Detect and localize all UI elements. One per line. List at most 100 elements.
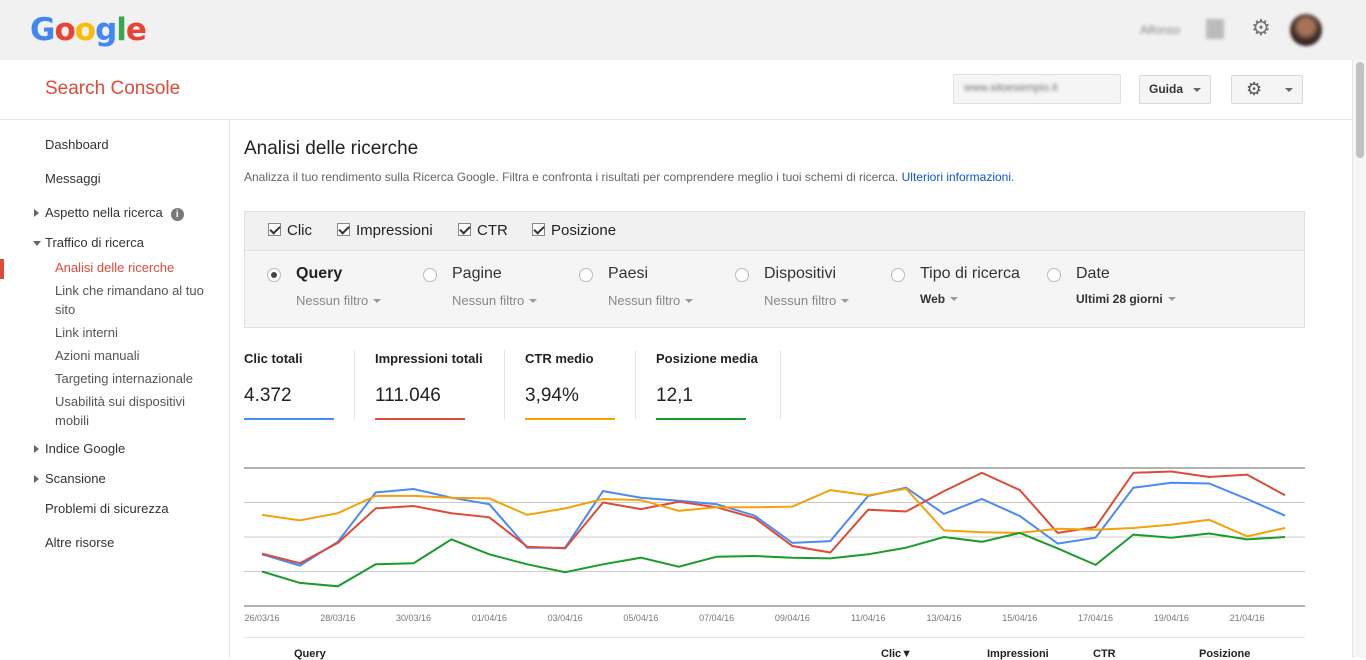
radio-selected-icon[interactable] <box>267 268 281 282</box>
x-tick-label: 07/04/16 <box>699 613 734 623</box>
checkbox-icon <box>458 223 471 236</box>
filter-dropdown[interactable]: Nessun filtro <box>764 293 850 308</box>
page-description: Analizza il tuo rendimento sulla Ricerca… <box>244 170 1014 184</box>
radio-icon[interactable] <box>579 268 593 282</box>
dimension-label: Date <box>1076 265 1110 282</box>
sidebar-item-dashboard[interactable]: Dashboard <box>45 137 109 152</box>
google-topbar: Google Alfonso ⚙ <box>0 0 1366 60</box>
x-tick-label: 11/04/16 <box>851 613 885 623</box>
dimension-label: Dispositivi <box>764 265 837 282</box>
help-button-label: Guida <box>1149 82 1184 96</box>
checkbox-icon <box>268 223 281 236</box>
checkbox-impressioni[interactable]: Impressioni <box>337 222 433 239</box>
x-tick-label: 13/04/16 <box>926 613 961 623</box>
sidebar-item-azioni-manuali[interactable]: Azioni manuali <box>55 348 140 363</box>
user-name[interactable]: Alfonso <box>1140 23 1181 37</box>
sidebar-item-usabilita[interactable]: Usabilità sui dispositivi mobili <box>55 394 186 428</box>
x-tick-label: 15/04/16 <box>1002 613 1037 623</box>
sidebar-item-analisi[interactable]: Analisi delle ricerche <box>55 260 175 275</box>
kpi-divider <box>780 350 781 420</box>
x-tick-label: 19/04/16 <box>1154 613 1189 623</box>
x-tick-label: 01/04/16 <box>472 613 507 623</box>
kpi-label: Posizione media <box>656 351 758 366</box>
filter-dropdown[interactable]: Web <box>920 292 959 306</box>
series-line-ctr[interactable] <box>261 487 1286 538</box>
kpi-label: Impressioni totali <box>375 351 483 366</box>
kpi-divider <box>504 350 505 420</box>
sidebar-item-targeting[interactable]: Targeting internazionale <box>55 371 194 386</box>
kpi-value: 3,94% <box>525 385 579 406</box>
sidebar-item-label: Scansione <box>45 471 106 486</box>
x-tick-label: 03/04/16 <box>548 613 583 623</box>
sidebar: Dashboard Messaggi Aspetto nella ricerca… <box>0 120 230 658</box>
gear-icon[interactable]: ⚙ <box>1251 15 1271 40</box>
chevron-down-icon <box>529 299 538 303</box>
dimension-label: Tipo di ricerca <box>920 265 1020 282</box>
dimension-label: Query <box>296 265 343 282</box>
checkbox-ctr[interactable]: CTR <box>458 222 508 239</box>
chevron-down-icon <box>373 299 382 303</box>
sidebar-item-indice[interactable]: Indice Google <box>34 441 126 456</box>
filter-dropdown[interactable]: Nessun filtro <box>608 293 694 308</box>
radio-icon[interactable] <box>423 268 437 282</box>
filter-dropdown[interactable]: Nessun filtro <box>296 293 382 308</box>
chevron-down-icon <box>1167 297 1176 301</box>
avatar[interactable] <box>1290 14 1322 46</box>
checkbox-label: CTR <box>477 222 508 239</box>
radio-icon[interactable] <box>891 268 905 282</box>
dimension-label: Pagine <box>452 265 502 282</box>
sidebar-item-messaggi[interactable]: Messaggi <box>45 171 101 186</box>
sidebar-item-aspetto[interactable]: Aspetto nella ricerca i <box>34 205 184 221</box>
kpi-value: 111.046 <box>375 385 441 406</box>
radio-icon[interactable] <box>735 268 749 282</box>
sidebar-item-traffico[interactable]: Traffico di ricerca <box>33 235 144 250</box>
scrollbar[interactable] <box>1352 60 1366 658</box>
filter-value: Web <box>920 292 946 306</box>
settings-button[interactable]: ⚙ <box>1231 75 1303 104</box>
scrollbar-thumb[interactable] <box>1356 62 1364 158</box>
site-selector[interactable]: www.sitoesempio.it <box>953 74 1121 104</box>
x-tick-label: 05/04/16 <box>623 613 658 623</box>
sidebar-item-link-interni[interactable]: Link interni <box>55 325 118 340</box>
sidebar-item-label: Aspetto nella ricerca <box>45 205 163 220</box>
sidebar-item-label: Indice Google <box>45 441 126 456</box>
column-header-position[interactable]: Posizione <box>1199 648 1251 660</box>
series-line-clic[interactable] <box>261 481 1286 567</box>
column-header-clicks[interactable]: Clic▼ <box>881 648 913 660</box>
kpi-label: Clic totali <box>244 351 303 366</box>
column-header-query[interactable]: Query <box>294 648 326 660</box>
x-tick-label: 09/04/16 <box>775 613 810 623</box>
filter-value: Nessun filtro <box>608 293 681 308</box>
chevron-right-icon <box>34 475 39 483</box>
series-line-posizione[interactable] <box>261 531 1286 588</box>
info-icon[interactable]: i <box>170 208 184 221</box>
product-title[interactable]: Search Console <box>45 78 181 99</box>
google-logo[interactable]: Google <box>30 12 147 48</box>
help-button[interactable]: Guida <box>1139 75 1211 104</box>
checkbox-clic[interactable]: Clic <box>268 222 312 239</box>
performance-chart[interactable]: 26/03/16 28/03/16 30/03/16 01/04/16 03/04/16… <box>244 460 1305 630</box>
checkbox-posizione[interactable]: Posizione <box>532 222 616 239</box>
column-header-impressions[interactable]: Impressioni <box>987 648 1049 660</box>
dimension-selector: Query Nessun filtro Pagine Nessun filtro… <box>244 251 1305 328</box>
kpi-divider <box>635 350 636 420</box>
series-line-impressioni[interactable] <box>261 470 1286 565</box>
chevron-right-icon <box>34 445 39 453</box>
column-header-ctr[interactable]: CTR <box>1093 648 1116 660</box>
kpi-value: 12,1 <box>656 385 693 406</box>
sidebar-item-altre-risorse[interactable]: Altre risorse <box>45 535 115 550</box>
radio-icon[interactable] <box>1047 268 1061 282</box>
chevron-down-icon <box>1193 88 1201 92</box>
gear-icon: ⚙ <box>1246 79 1263 99</box>
chevron-down-icon <box>950 297 959 301</box>
checkbox-icon <box>532 223 545 236</box>
filter-dropdown[interactable]: Nessun filtro <box>452 293 538 308</box>
sidebar-item-sicurezza[interactable]: Problemi di sicurezza <box>45 501 169 516</box>
filter-dropdown[interactable]: Ultimi 28 giorni <box>1076 292 1176 306</box>
more-info-link[interactable]: Ulteriori informazioni <box>901 170 1012 184</box>
x-tick-label: 30/03/16 <box>396 613 431 623</box>
apps-grid-icon[interactable] <box>1206 19 1224 39</box>
sidebar-item-scansione[interactable]: Scansione <box>34 471 106 486</box>
kpi-value: 4.372 <box>244 385 292 406</box>
sidebar-item-link-esterni[interactable]: Link che rimandano al tuo sito <box>55 283 204 317</box>
